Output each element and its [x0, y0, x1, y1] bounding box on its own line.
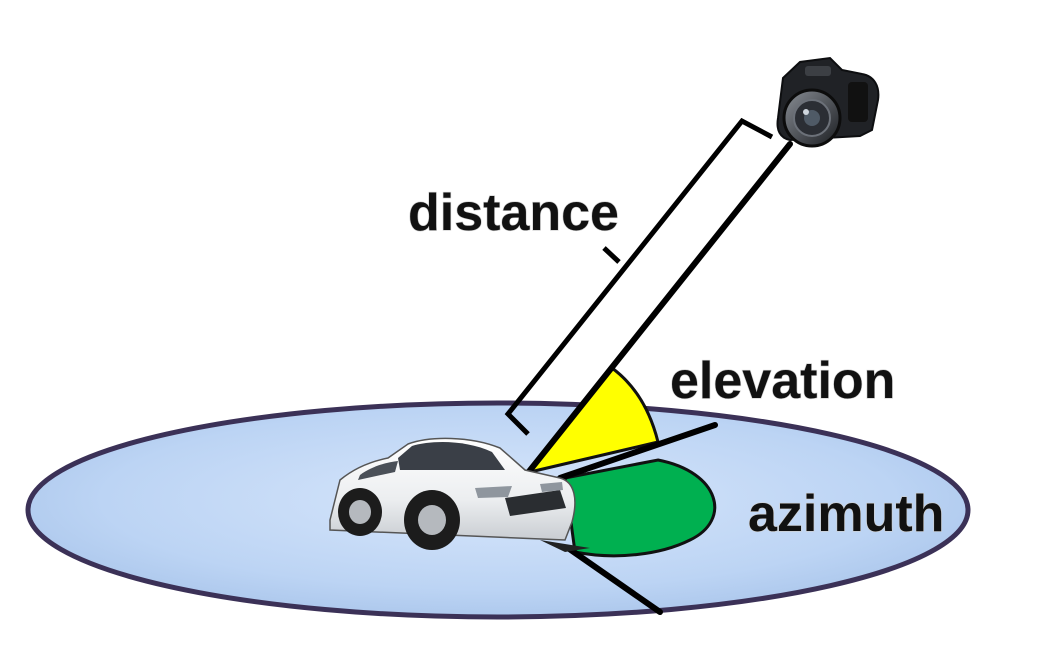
azimuth-label: azimuth — [748, 485, 944, 543]
distance-label: distance — [408, 184, 619, 242]
elevation-label: elevation — [670, 352, 895, 410]
camera-icon — [778, 58, 879, 146]
